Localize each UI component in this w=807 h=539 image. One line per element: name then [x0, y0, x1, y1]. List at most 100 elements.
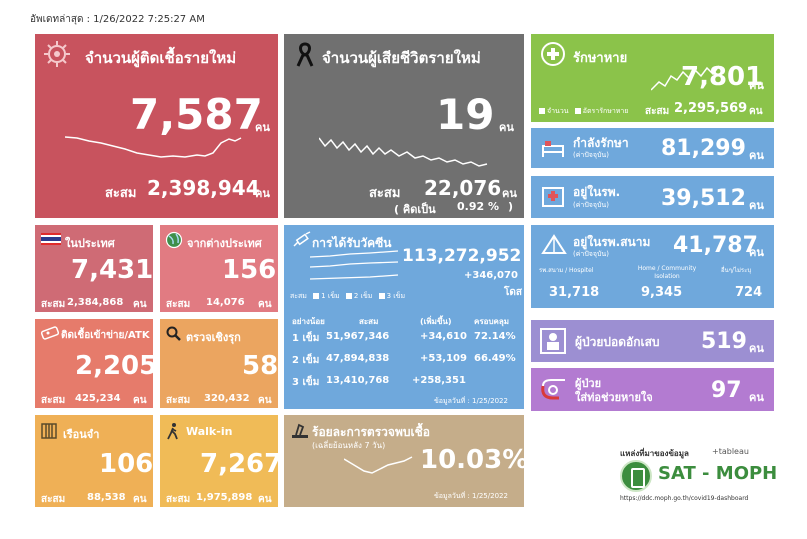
field-hospital-unit: คน: [749, 246, 764, 259]
vaccine-legend-prefix: สะสม: [290, 292, 307, 300]
vaccine-row-inc: +258,351: [412, 375, 466, 386]
vaccine-trend-lines: [310, 250, 399, 280]
walking-person-icon: [167, 423, 178, 440]
atk-cum-value: 425,234: [75, 393, 121, 404]
moph-logo-icon: [620, 460, 652, 492]
prison-card[interactable]: เรือนจำ 106 สะสม 88,538 คน: [35, 415, 153, 507]
pneumonia-card[interactable]: ผู้ป่วยปอดอักเสบ 519 คน: [531, 320, 774, 362]
abroad-title: จากต่างประเทศ: [187, 237, 262, 250]
field-hospital-title: อยู่ในรพ.สนาม: [573, 235, 651, 249]
recovered-trend-line: [651, 65, 720, 91]
domestic-cum-value: 2,384,868: [67, 297, 124, 308]
domestic-title: ในประเทศ: [65, 237, 115, 250]
vaccine-card[interactable]: การได้รับวัคซีน 113,272,952 +346,070 โดส…: [284, 225, 524, 409]
in-treatment-unit: คน: [749, 149, 764, 162]
last-updated-label: อัพเดทล่าสุด : 1/26/2022 7:25:27 AM: [30, 14, 205, 25]
new-cases-cum-unit: คน: [255, 187, 270, 200]
vaccine-header-cov: ครอบคลุม: [474, 317, 510, 326]
domestic-cum-unit: คน: [133, 299, 147, 310]
source-url[interactable]: https://ddc.moph.go.th/covid19-dashboard: [620, 495, 749, 502]
abroad-cum-unit: คน: [258, 299, 272, 310]
in-hospital-value: 39,512: [661, 186, 746, 211]
active-search-card[interactable]: ตรวจเชิงรุก 58 สะสม 320,432 คน: [160, 319, 278, 408]
home-isolation-label: Home / Community Isolation: [637, 265, 697, 280]
positivity-trend-line: [344, 456, 413, 474]
recovered-title: รักษาหาย: [573, 51, 628, 66]
deaths-rate-value: 0.92 %: [457, 200, 499, 213]
prison-title: เรือนจำ: [63, 428, 100, 441]
prison-cum-unit: คน: [133, 494, 147, 505]
field-hospitel-label: รพ.สนาม / Hospitel: [539, 267, 594, 274]
vaccine-header-dose: อย่างน้อย: [292, 317, 325, 326]
prison-bars-icon: [41, 423, 57, 439]
domestic-card[interactable]: ในประเทศ 7,431 สะสม 2,384,868 คน: [35, 225, 153, 312]
positivity-card[interactable]: ร้อยละการตรวจพบเชื้อ (เฉลี่ยย้อนหลัง 7 ว…: [284, 415, 524, 507]
vaccine-legend-2: 2 เข็ม: [353, 292, 373, 300]
pneumonia-value: 519: [701, 329, 747, 354]
active-search-value: 58: [242, 351, 278, 381]
vaccine-row-dose: 1 เข็ม: [292, 333, 320, 344]
ventilator-title-1: ผู้ป่วย: [575, 377, 602, 390]
field-hospital-card[interactable]: อยู่ในรพ.สนาม (ค่าปัจจุบัน) 41,787 คน รพ…: [531, 225, 774, 308]
prison-value: 106: [99, 449, 153, 479]
vaccine-header-inc: (เพิ่มขึ้น): [420, 317, 452, 326]
home-isolation-value: 9,345: [641, 285, 683, 300]
black-ribbon-icon: [296, 42, 314, 67]
new-cases-title: จำนวนผู้ติดเชื้อรายใหม่: [85, 49, 237, 67]
thai-flag-icon: [41, 233, 61, 247]
recovered-cum-value: 2,295,569: [674, 101, 748, 116]
atk-title: ติดเชื้อเข้าข่าย/ATK: [61, 330, 150, 341]
virus-icon: [44, 41, 70, 67]
walkin-title: Walk-in: [186, 425, 233, 438]
field-hospital-sub: (ค่าปัจจุบัน): [573, 250, 609, 258]
positivity-data-date: ข้อมูลวันที่ : 1/25/2022: [434, 492, 508, 500]
in-hospital-card[interactable]: อยู่ในรพ. (ค่าปัจจุบัน) 39,512 คน: [531, 176, 774, 218]
vaccine-daily: +346,070: [464, 270, 518, 281]
vaccine-row-cov: 72.14%: [474, 331, 516, 342]
field-other-value: 724: [735, 285, 763, 300]
atk-value: 2,205: [75, 351, 153, 381]
vaccine-legend: สะสม 1 เข็ม 2 เข็ม 3 เข็ม: [290, 291, 405, 302]
recovered-legend: จำนวน อัตรารักษาหาย: [539, 106, 628, 117]
atk-card[interactable]: ติดเชื้อเข้าข่าย/ATK 2,205 สะสม 425,234 …: [35, 319, 153, 408]
walkin-card[interactable]: Walk-in 7,267 สะสม 1,975,898 คน: [160, 415, 278, 507]
new-cases-trend-line: [65, 136, 242, 158]
in-hospital-sub: (ค่าปัจจุบัน): [573, 201, 609, 209]
recovered-legend-count: จำนวน: [547, 107, 569, 115]
recovered-legend-rate: อัตรารักษาหาย: [582, 107, 629, 115]
vaccine-row-cum: 51,967,346: [326, 331, 390, 342]
recovered-cum-unit: คน: [749, 106, 763, 117]
active-search-cum-label: สะสม: [166, 395, 191, 406]
tableau-logo: +tableau: [712, 447, 749, 456]
recovered-unit: คน: [749, 79, 764, 92]
pneumonia-unit: คน: [749, 342, 764, 355]
vaccine-row-inc: +53,109: [420, 353, 467, 364]
new-cases-card[interactable]: จำนวนผู้ติดเชื้อรายใหม่ 7,587 คน สะสม 2,…: [35, 34, 278, 218]
abroad-value: 156: [222, 255, 277, 285]
walkin-cum-unit: คน: [258, 494, 272, 505]
hospital-bed-icon: [542, 141, 564, 157]
deaths-cum-label: สะสม: [369, 186, 401, 201]
in-treatment-card[interactable]: กำลังรักษา (ค่าปัจจุบัน) 81,299 คน: [531, 128, 774, 168]
ventilator-unit: คน: [749, 391, 764, 404]
ventilator-title-2: ใส่ท่อช่วยหายใจ: [575, 391, 653, 404]
recovered-card[interactable]: รักษาหาย 7,801 คน จำนวน อัตรารักษาหาย สะ…: [531, 34, 774, 122]
pneumonia-title: ผู้ป่วยปอดอักเสบ: [575, 335, 660, 349]
walkin-cum-label: สะสม: [166, 494, 191, 505]
vaccine-legend-1: 1 เข็ม: [321, 292, 340, 300]
syringe-icon: [293, 231, 311, 247]
deaths-value: 19: [436, 90, 495, 139]
vaccine-data-date: ข้อมูลวันที่ : 1/25/2022: [434, 397, 508, 405]
field-hospitel-value: 31,718: [549, 285, 600, 300]
recover-cross-icon: [541, 42, 565, 66]
vaccine-row-dose: 2 เข็ม: [292, 355, 320, 366]
vaccine-row-cov: 66.49%: [474, 353, 516, 364]
patient-icon: [540, 328, 566, 354]
lab-microscope-icon: [292, 423, 308, 438]
vaccine-total: 113,272,952: [402, 246, 522, 266]
abroad-card[interactable]: จากต่างประเทศ 156 สะสม 14,076 คน: [160, 225, 278, 312]
deaths-card[interactable]: จำนวนผู้เสียชีวิตรายใหม่ 19 คน สะสม 22,0…: [284, 34, 524, 218]
ventilator-card[interactable]: ผู้ป่วย ใส่ท่อช่วยหายใจ 97 คน: [531, 368, 774, 411]
domestic-value: 7,431: [71, 255, 153, 285]
deaths-rate-close: ): [508, 200, 514, 213]
